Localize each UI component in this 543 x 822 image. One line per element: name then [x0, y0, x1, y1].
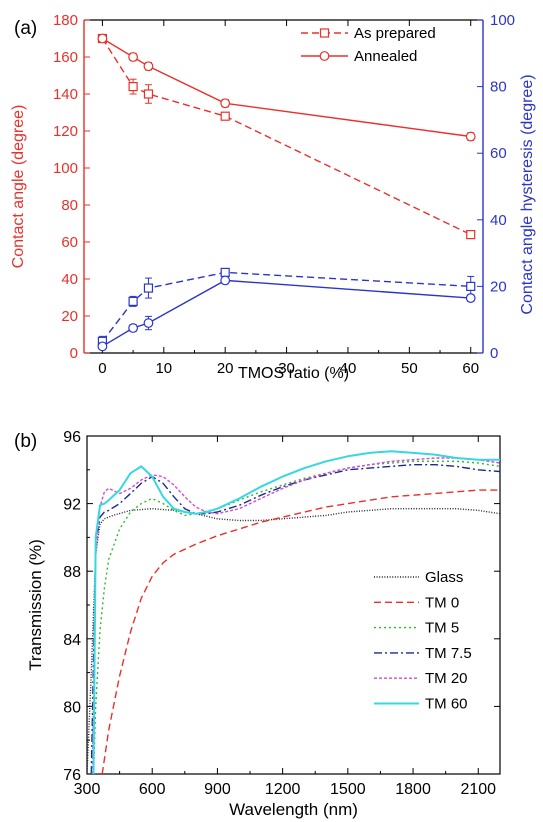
data-point-hysteresis-annealed: [97, 341, 108, 352]
panel-a-y2-axis-title: Contact angle hysteresis (degree): [519, 74, 536, 314]
legend-marker-annealed: [319, 51, 330, 61]
data-point-annealed: [97, 33, 108, 44]
panel-a: (a) 0 10 20 30 40 50 60 0 20 40 60 80 100 120 140 160 180…: [10, 12, 536, 382]
panel-a-x-tick-label: 10: [155, 360, 172, 377]
panel-b-y-tick-label: 80: [63, 699, 81, 716]
legend-label-tm-20: TM 20: [425, 670, 468, 687]
panel-b-curves: [87, 450, 500, 774]
panel-b-label: (b): [14, 431, 37, 452]
panel-b-x-tick-label: 900: [204, 781, 231, 798]
panel-a-y-tick-label: 0: [70, 345, 78, 362]
panel-b-y-axis-title: Transmission (%): [26, 539, 45, 671]
panel-b-x-tick-label: 1500: [330, 781, 366, 798]
panel-a-y-axis-title: Contact angle (degree): [10, 105, 27, 269]
panel-a-y-tick-label: 40: [61, 271, 78, 288]
data-point-as-prepared: [466, 230, 476, 240]
panel-a-y-tick-label: 20: [61, 308, 78, 325]
panel-b-x-tick-label: 300: [74, 781, 101, 798]
data-point-hysteresis-annealed: [143, 318, 154, 328]
legend-marker-as-prepared: [319, 28, 330, 38]
panel-a-x-tick-label: 20: [217, 360, 234, 377]
series-line-tm-5: [92, 460, 500, 774]
panel-b-y-tick-label: 76: [63, 767, 81, 784]
panel-b-x-tick-label: 1800: [395, 781, 431, 798]
panel-a-x-axis-title: TMOS ratio (%): [238, 365, 349, 382]
data-point-hysteresis-as-prepared: [128, 296, 138, 306]
panel-a-y-tick-label: 80: [61, 197, 78, 214]
series-line-tm-7-5: [90, 464, 500, 774]
data-point-hysteresis-as-prepared: [466, 281, 476, 291]
panel-a-y2-tick-label: 20: [490, 278, 507, 295]
data-point-hysteresis-annealed: [220, 275, 231, 286]
panel-a-y-tick-label: 100: [53, 160, 78, 177]
data-point-as-prepared: [220, 111, 230, 121]
panel-b-x-tick-label: 2100: [460, 781, 496, 798]
series-line-tm-0: [101, 489, 500, 774]
legend-label-tm-0: TM 0: [425, 594, 459, 611]
panel-a-x-tick-label: 30: [278, 360, 295, 377]
data-point-hysteresis-as-prepared: [220, 267, 230, 278]
data-point-as-prepared: [143, 89, 154, 99]
panel-a-y2-tick-label: 100: [490, 12, 515, 29]
panel-a-y-tick-label: 160: [53, 49, 78, 66]
panel-a-y2-tick-label: 40: [490, 212, 507, 229]
panel-b-y-tick-label: 92: [63, 497, 81, 514]
panel-b-x-tick-label: 1200: [265, 781, 301, 798]
series-line-glass: [87, 508, 500, 774]
data-point-annealed: [220, 98, 231, 109]
data-point-annealed: [128, 52, 139, 62]
series-line-hysteresis-annealed: [102, 279, 471, 347]
panel-b-x-axis-title: Wavelength (nm): [229, 800, 358, 819]
panel-b-y-tick-label: 84: [63, 632, 81, 649]
panel-a-x-tick-label: 40: [340, 360, 357, 377]
panel-a-y-tick-label: 180: [53, 12, 78, 29]
series-line-hysteresis-as-prepared: [101, 271, 471, 342]
panel-a-y2-tick-label: 0: [490, 345, 498, 362]
series-line-tm-20: [91, 457, 500, 774]
legend-label-tm-5: TM 5: [425, 620, 459, 637]
legend-label-tm-7-5: TM 7.5: [425, 645, 472, 662]
series-line-as-prepared: [101, 38, 472, 236]
data-point-annealed: [143, 61, 154, 72]
panel-a-x-tick-label: 50: [401, 360, 418, 377]
data-point-as-prepared: [128, 81, 138, 92]
panel-a-y-tick-label: 120: [53, 123, 78, 140]
data-point-annealed: [465, 131, 476, 142]
panel-a-y2-tick-label: 60: [490, 145, 507, 162]
panel-a-y-tick-label: 140: [53, 86, 78, 103]
panel-a-y-tick-label: 60: [61, 234, 78, 251]
data-point-hysteresis-as-prepared: [143, 283, 154, 293]
panel-a-label: (a): [14, 18, 37, 39]
panel-a-y2-tick-label: 80: [490, 79, 507, 96]
panel-a-x-tick-label: 60: [462, 360, 479, 377]
legend-label-tm-60: TM 60: [425, 696, 468, 713]
data-point-hysteresis-annealed: [465, 293, 476, 303]
series-line-tm-60: [92, 450, 500, 774]
panel-a-x-tick-label: 0: [98, 360, 106, 377]
panel-b-x-tick-label: 600: [139, 781, 166, 798]
legend-label-glass: Glass: [425, 569, 463, 586]
panel-b: (b) 300 600 900 1200 1500 1800 2100 76 80 84 88 92 96…: [14, 429, 501, 819]
legend-label-annealed: Annealed: [354, 48, 417, 65]
panel-b-y-tick-label: 96: [63, 429, 81, 446]
panel-b-y-tick-label: 88: [63, 564, 81, 581]
data-point-hysteresis-annealed: [128, 323, 139, 333]
legend-label-as-prepared: As prepared: [354, 25, 436, 42]
